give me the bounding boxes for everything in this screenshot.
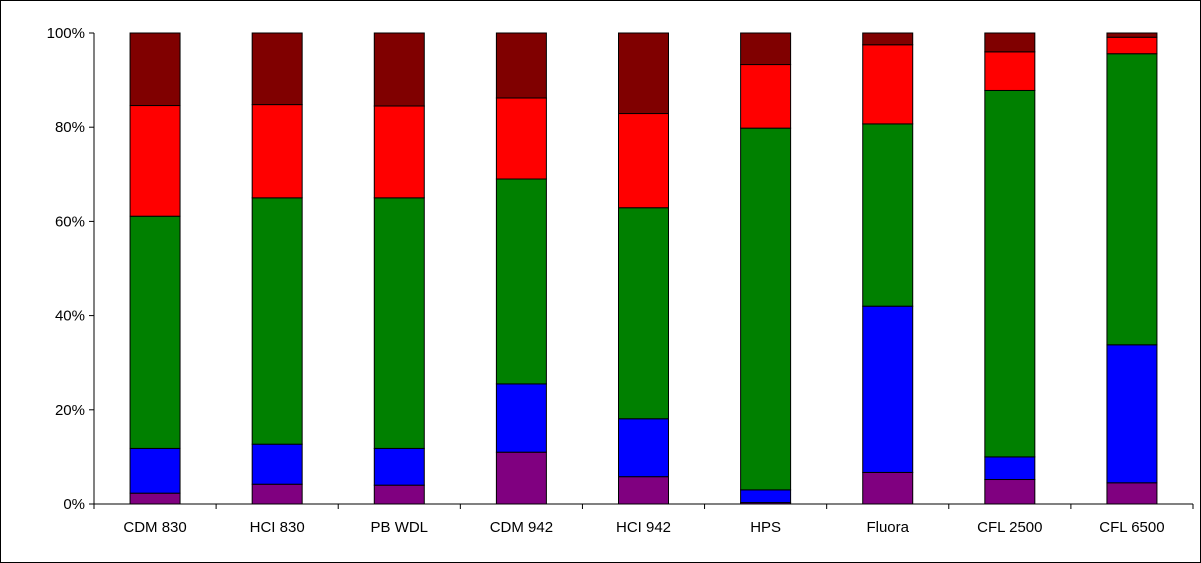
bar-segment <box>862 123 914 307</box>
bar-segment <box>618 207 669 420</box>
y-tick-label: 20% <box>55 402 85 419</box>
bar-segment <box>251 197 303 445</box>
bar-segment <box>740 32 792 66</box>
labels-group: 0% 20% 40% 60% 80% 100% CDM 830 HCI 830 PB WDL CD… <box>47 25 1165 536</box>
bar-segment <box>618 32 669 115</box>
bar-segment <box>984 51 1036 91</box>
x-category-label: HCI 830 <box>250 519 305 536</box>
bar-segment <box>129 215 181 449</box>
bar-segment <box>495 383 547 453</box>
bar-segment <box>251 483 303 505</box>
bar-segment <box>984 89 1036 458</box>
bar-segment <box>251 443 303 485</box>
x-category-label: CFL 2500 <box>977 519 1042 536</box>
bar-segment <box>1106 36 1158 55</box>
bar-segment <box>984 479 1036 505</box>
y-tick-label: 100% <box>47 25 85 42</box>
x-category-label: CFL 6500 <box>1099 519 1164 536</box>
bar-segment <box>862 471 914 505</box>
bar-segment <box>495 178 547 385</box>
bar-segment <box>740 489 792 504</box>
bar-segment <box>862 32 914 46</box>
y-tick-label: 80% <box>55 119 85 136</box>
bar-segment <box>129 32 181 107</box>
bar-segment <box>618 113 669 209</box>
bar-segment <box>495 32 547 99</box>
bar-segment <box>251 32 303 106</box>
bar-segment <box>740 64 792 129</box>
x-category-label: Fluora <box>866 519 909 536</box>
bar-segment <box>618 476 669 505</box>
bar-segment <box>862 44 914 125</box>
bar-segment <box>618 418 669 478</box>
bar-segment <box>1106 344 1158 484</box>
bar-segment <box>129 492 181 505</box>
bar-segment <box>862 305 914 473</box>
bar-segment <box>984 32 1036 53</box>
bar-segment <box>495 451 547 505</box>
bar-segment <box>984 456 1036 481</box>
x-category-label: HCI 942 <box>616 519 671 536</box>
y-tick-label: 40% <box>55 308 85 325</box>
bar-segment <box>251 104 303 199</box>
x-category-label: PB WDL <box>371 519 429 536</box>
bars-group <box>129 32 1158 505</box>
bar-segment <box>1106 482 1158 505</box>
y-tick-label: 0% <box>63 496 85 513</box>
bar-segment <box>373 447 425 486</box>
bar-segment <box>1106 53 1158 346</box>
x-category-label: CDM 942 <box>490 519 553 536</box>
axes-group <box>89 32 1194 509</box>
bar-segment <box>1106 32 1158 38</box>
bar-segment <box>373 197 425 449</box>
x-category-label: CDM 830 <box>123 519 186 536</box>
bar-segment <box>495 97 547 180</box>
y-tick-label: 60% <box>55 213 85 230</box>
bar-segment <box>373 105 425 199</box>
bar-segment <box>129 105 181 217</box>
x-category-label: HPS <box>750 519 781 536</box>
bar-segment <box>373 484 425 505</box>
bar-segment <box>129 447 181 494</box>
bar-segment <box>740 127 792 491</box>
bar-segment <box>373 32 425 107</box>
